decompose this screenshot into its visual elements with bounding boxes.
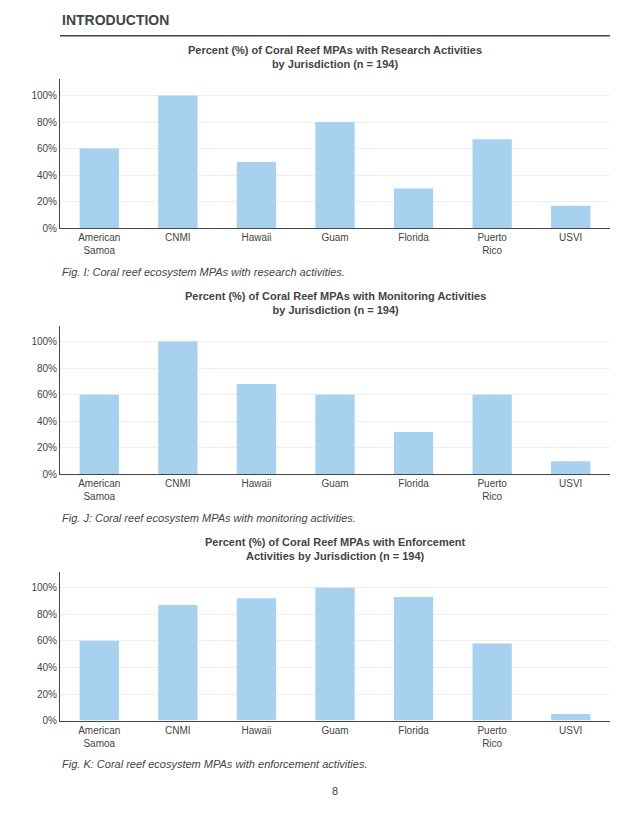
- svg-text:PuertoRico: PuertoRico: [477, 478, 507, 502]
- svg-text:Hawaii: Hawaii: [241, 232, 271, 243]
- svg-text:20%: 20%: [37, 442, 57, 453]
- svg-text:CNMI: CNMI: [165, 725, 191, 736]
- svg-text:CNMI: CNMI: [165, 232, 191, 243]
- svg-text:8: 8: [332, 785, 338, 797]
- svg-text:20%: 20%: [37, 196, 57, 207]
- svg-text:100%: 100%: [31, 582, 57, 593]
- svg-text:40%: 40%: [37, 416, 57, 427]
- svg-text:100%: 100%: [31, 90, 57, 101]
- svg-text:PuertoRico: PuertoRico: [477, 232, 507, 256]
- svg-text:60%: 60%: [37, 389, 57, 400]
- svg-text:PuertoRico: PuertoRico: [477, 725, 507, 749]
- svg-text:60%: 60%: [37, 143, 57, 154]
- svg-text:0%: 0%: [43, 715, 58, 726]
- svg-text:20%: 20%: [37, 689, 57, 700]
- svg-text:Fig. J: Coral reef ecosystem M: Fig. J: Coral reef ecosystem MPAs with m…: [62, 512, 356, 524]
- svg-text:0%: 0%: [43, 469, 58, 480]
- svg-text:80%: 80%: [37, 117, 57, 128]
- svg-text:AmericanSamoa: AmericanSamoa: [78, 725, 120, 749]
- svg-text:USVI: USVI: [559, 725, 582, 736]
- svg-text:Percent (%) of Coral Reef MPAs: Percent (%) of Coral Reef MPAs with Rese…: [188, 44, 482, 70]
- svg-text:CNMI: CNMI: [165, 478, 191, 489]
- svg-text:40%: 40%: [37, 170, 57, 181]
- svg-text:Fig. I: Coral reef ecosystem M: Fig. I: Coral reef ecosystem MPAs with r…: [62, 266, 345, 278]
- svg-text:INTRODUCTION: INTRODUCTION: [62, 12, 169, 28]
- svg-text:Fig. K: Coral reef ecosystem M: Fig. K: Coral reef ecosystem MPAs with e…: [62, 758, 367, 770]
- svg-text:Guam: Guam: [321, 478, 348, 489]
- svg-text:Percent (%) of Coral Reef MPAs: Percent (%) of Coral Reef MPAs with Moni…: [185, 290, 486, 316]
- svg-text:USVI: USVI: [559, 478, 582, 489]
- svg-text:100%: 100%: [31, 336, 57, 347]
- svg-text:0%: 0%: [43, 223, 58, 234]
- svg-text:80%: 80%: [37, 609, 57, 620]
- svg-text:USVI: USVI: [559, 232, 582, 243]
- svg-text:Percent (%) of Coral Reef MPAs: Percent (%) of Coral Reef MPAs with Enfo…: [205, 536, 466, 562]
- svg-text:Florida: Florida: [398, 232, 429, 243]
- svg-text:Florida: Florida: [398, 478, 429, 489]
- svg-text:Guam: Guam: [321, 232, 348, 243]
- svg-text:Guam: Guam: [321, 725, 348, 736]
- svg-text:Hawaii: Hawaii: [241, 478, 271, 489]
- svg-text:80%: 80%: [37, 363, 57, 374]
- svg-text:40%: 40%: [37, 662, 57, 673]
- svg-text:Hawaii: Hawaii: [241, 725, 271, 736]
- svg-text:AmericanSamoa: AmericanSamoa: [78, 478, 120, 502]
- svg-text:60%: 60%: [37, 635, 57, 646]
- svg-text:Florida: Florida: [398, 725, 429, 736]
- svg-text:AmericanSamoa: AmericanSamoa: [78, 232, 120, 256]
